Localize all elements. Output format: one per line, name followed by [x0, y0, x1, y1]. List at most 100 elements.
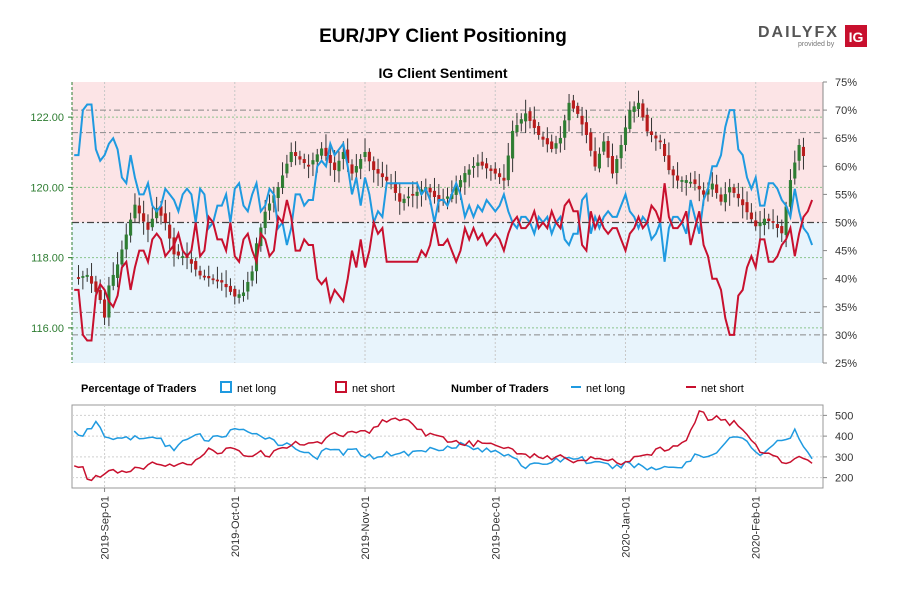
- candle-body-120: [593, 151, 597, 167]
- candle-151: [728, 178, 732, 206]
- candle-body-7: [103, 299, 107, 318]
- candle-body-161: [771, 221, 775, 223]
- candle-117: [580, 106, 584, 136]
- candle-body-67: [363, 152, 367, 157]
- candle-body-60: [333, 162, 337, 171]
- candle-39: [241, 279, 246, 302]
- candle-body-88: [454, 187, 458, 195]
- candle-body-128: [628, 109, 632, 129]
- candle-body-47: [276, 187, 280, 198]
- candle-18: [150, 207, 154, 231]
- candle-34: [220, 272, 224, 291]
- candle-body-9: [111, 274, 115, 286]
- sentiment-tick-labels: 25% 30% 35% 40% 45% 50% 55% 60% 65% 70% 75%: [823, 77, 857, 370]
- candle-51: [294, 141, 298, 166]
- candle-67: [363, 138, 367, 162]
- candle-body-144: [697, 185, 701, 190]
- candle-body-61: [337, 160, 341, 172]
- candle-157: [754, 211, 758, 231]
- legend-pct-short-swatch: [335, 381, 347, 393]
- candle-body-125: [615, 159, 619, 174]
- candle-body-28: [194, 261, 198, 270]
- candle-body-107: [537, 126, 541, 135]
- candle-37: [233, 285, 237, 305]
- candle-4: [89, 263, 94, 293]
- candle-body-164: [784, 206, 788, 235]
- candle-78: [411, 181, 415, 208]
- candle-body-145: [702, 190, 706, 195]
- candle-30: [202, 269, 206, 281]
- candle-body-163: [780, 226, 784, 234]
- candle-33: [215, 266, 219, 289]
- candle-99: [502, 164, 506, 190]
- candle-113: [563, 114, 567, 150]
- candle-body-151: [728, 187, 732, 193]
- brand-text: DAILYFX: [758, 24, 839, 41]
- candle-body-50: [289, 152, 293, 163]
- candle-body-38: [237, 294, 241, 298]
- candle-1: [76, 265, 81, 285]
- candle-106: [532, 106, 536, 135]
- candle-body-64: [350, 164, 354, 174]
- candle-body-123: [606, 140, 610, 158]
- candle-120: [593, 137, 597, 171]
- candle-body-22: [168, 224, 172, 239]
- candle-body-132: [645, 114, 649, 132]
- candle-body-89: [458, 180, 463, 188]
- candle-168: [801, 137, 806, 170]
- legend-num-title: Number of Traders: [451, 383, 549, 395]
- candle-body-97: [493, 168, 497, 174]
- candle-body-40: [246, 281, 250, 292]
- candle-body-65: [354, 166, 358, 173]
- candle-body-111: [554, 143, 558, 149]
- candle-body-78: [411, 193, 415, 196]
- candle-9: [111, 262, 115, 291]
- candle-83: [432, 177, 437, 204]
- candle-body-134: [654, 135, 658, 139]
- candle-body-155: [745, 202, 749, 213]
- candle-148: [715, 174, 719, 199]
- candle-57: [320, 142, 324, 160]
- candle-body-114: [567, 102, 571, 121]
- candle-91: [467, 164, 471, 187]
- candle-154: [741, 186, 745, 219]
- candle-144: [697, 173, 701, 202]
- candle-body-37: [233, 288, 237, 297]
- ig-logo-text: IG: [849, 29, 864, 45]
- candle-122: [602, 132, 606, 156]
- candle-body-71: [380, 173, 384, 178]
- candle-162: [775, 215, 779, 238]
- pct-tick-label-3: 40%: [835, 274, 857, 286]
- candle-body-1: [76, 277, 81, 279]
- candle-body-2: [81, 276, 85, 278]
- candle-132: [645, 107, 649, 137]
- candle-body-36: [228, 285, 233, 292]
- candle-16: [142, 200, 146, 235]
- candle-body-168: [801, 146, 806, 157]
- candle-123: [606, 136, 610, 168]
- candle-body-17: [146, 222, 150, 230]
- candle-body-122: [602, 141, 606, 152]
- candle-128: [628, 101, 632, 133]
- candle-58: [324, 134, 328, 161]
- candle-body-82: [428, 187, 432, 193]
- candle-127: [623, 115, 628, 152]
- candle-body-68: [367, 151, 371, 162]
- candle-body-6: [98, 289, 102, 301]
- candle-body-86: [445, 196, 450, 199]
- candle-125: [615, 155, 619, 185]
- candle-64: [350, 159, 354, 181]
- candle-129: [632, 101, 636, 123]
- candle-body-44: [263, 211, 267, 229]
- trader-count-tick-labels: 200 300 400 500: [823, 410, 853, 485]
- pct-tick-label-1: 30%: [835, 330, 857, 342]
- candle-163: [780, 219, 784, 243]
- candle-body-103: [519, 119, 523, 124]
- candle-body-158: [758, 222, 762, 227]
- legend-pct-short-label: net short: [352, 383, 395, 395]
- candle-body-106: [532, 119, 536, 128]
- trader-count-panel: 200 300 400 500: [71, 404, 853, 489]
- candle-29: [198, 265, 202, 280]
- candle-body-5: [94, 281, 98, 292]
- candle-body-13: [129, 219, 133, 236]
